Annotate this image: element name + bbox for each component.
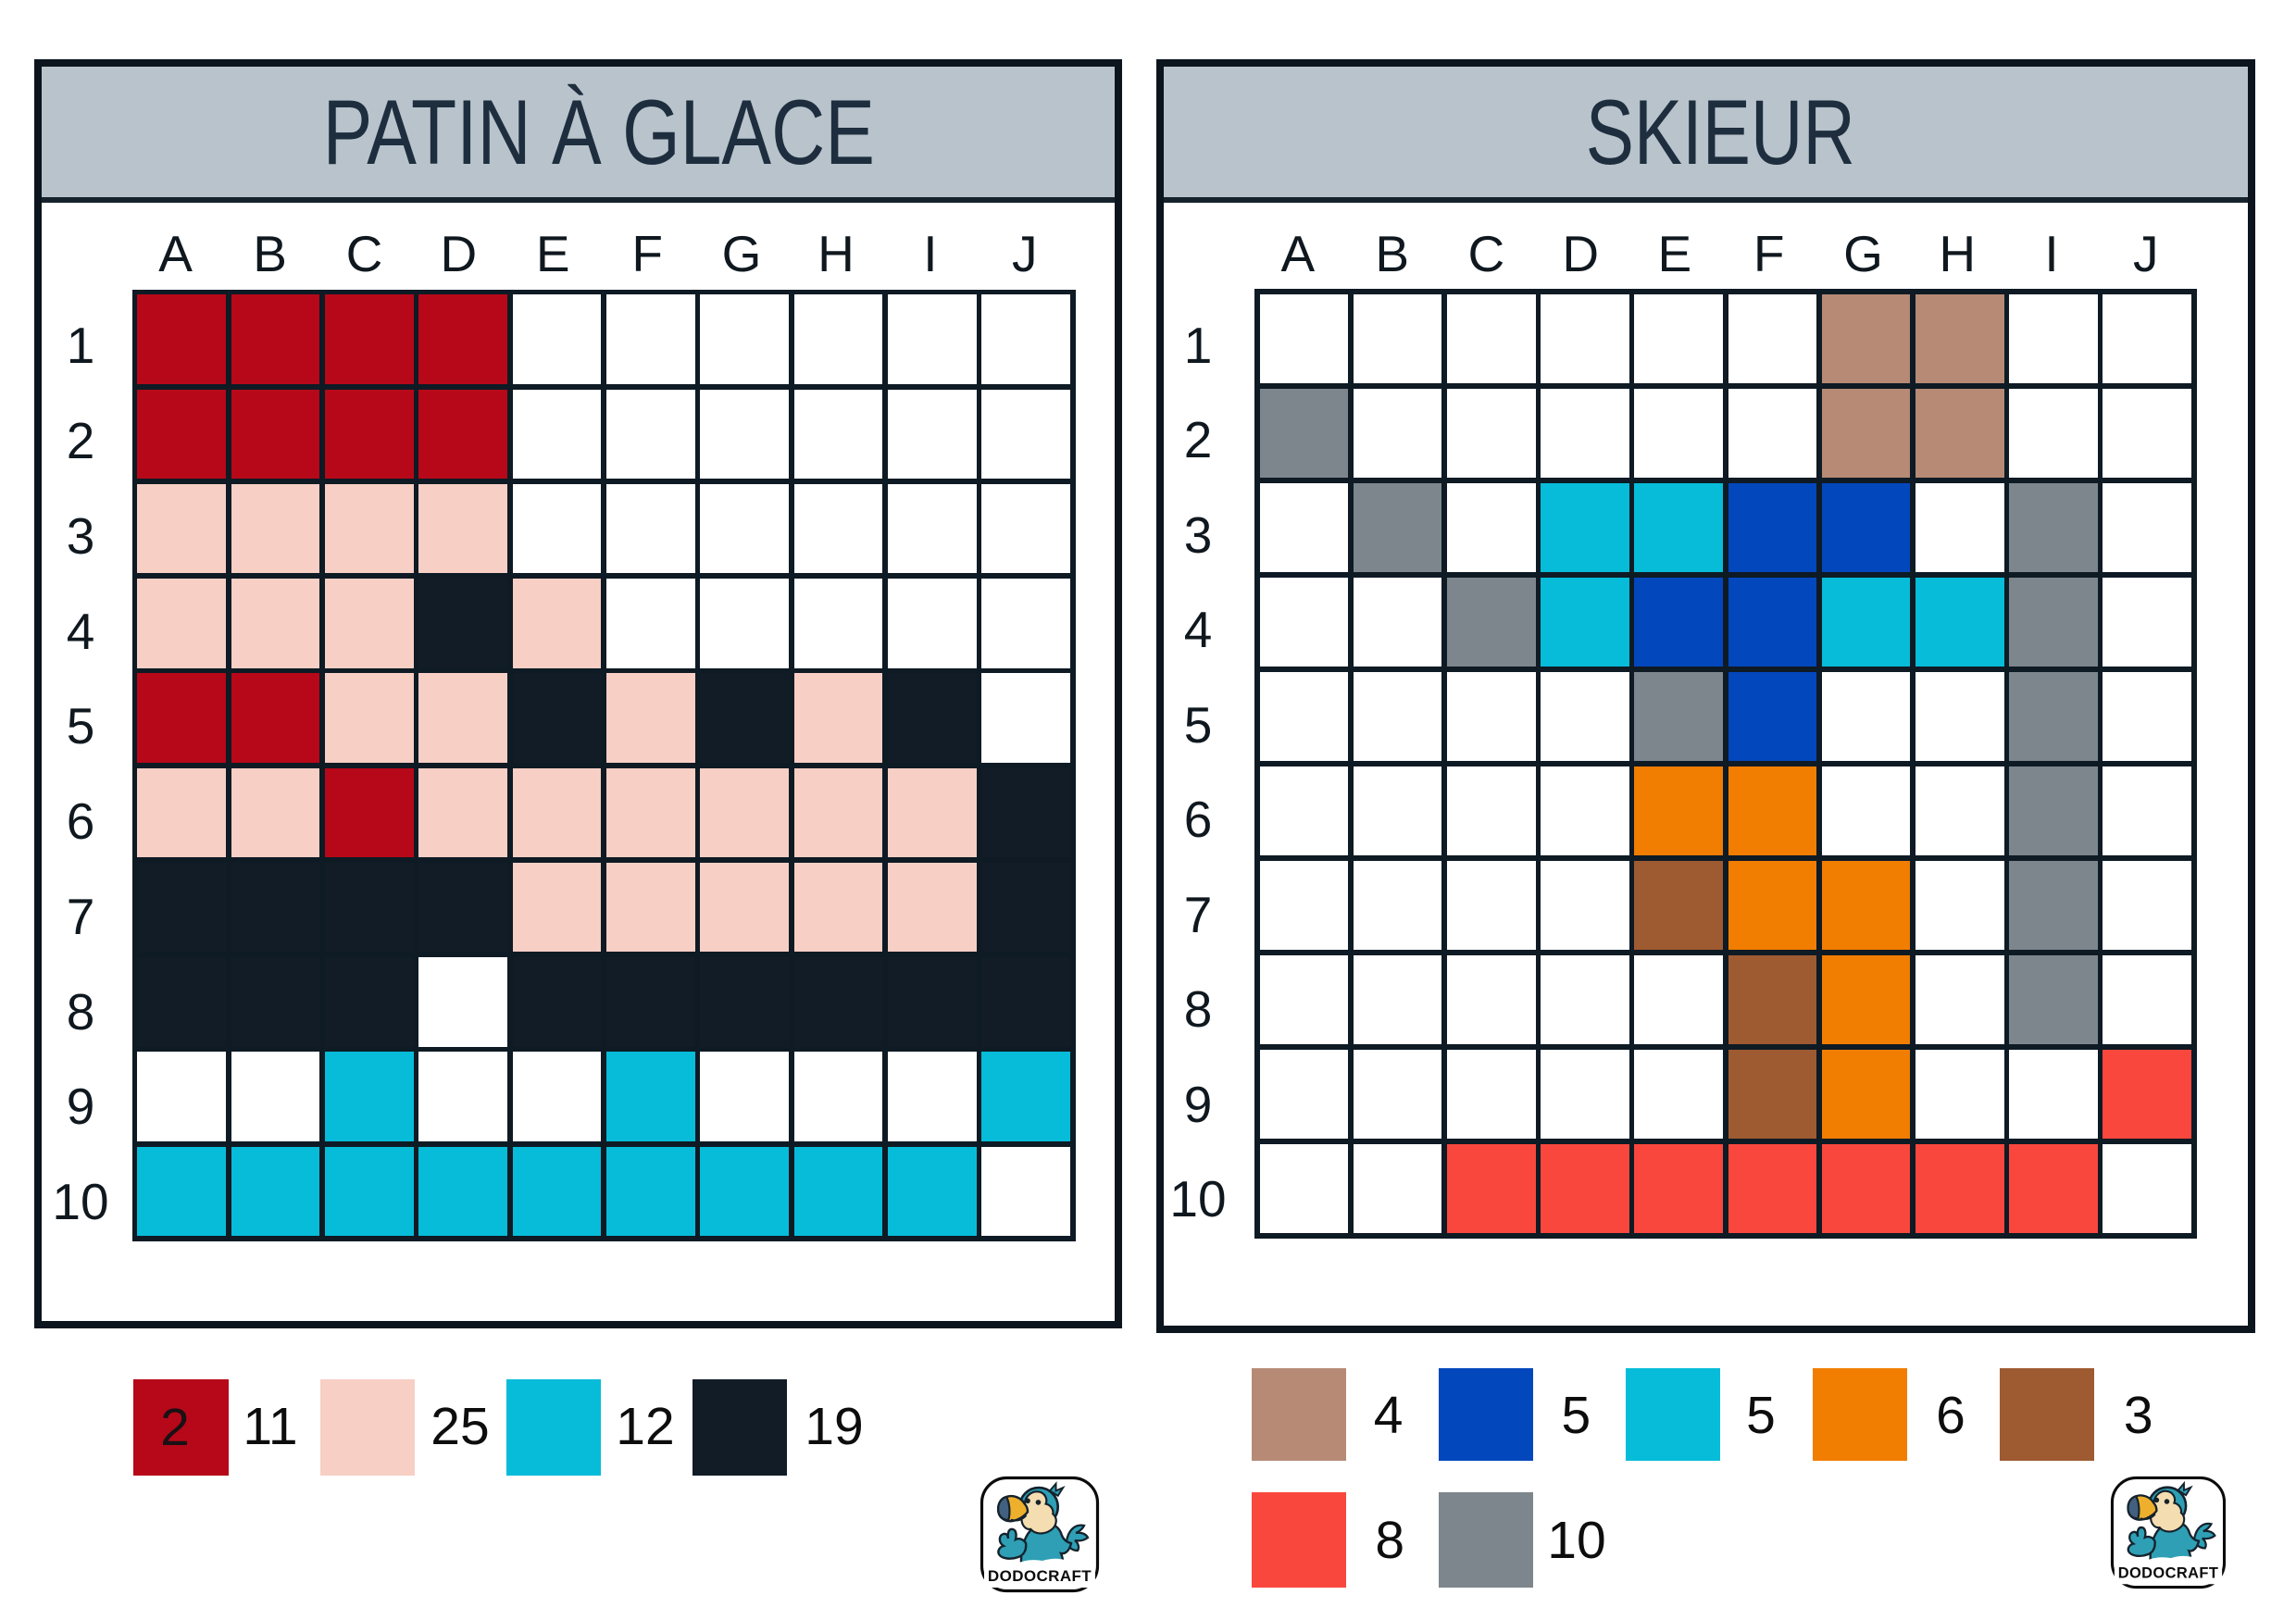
svg-text:DODOCRAFT: DODOCRAFT (2118, 1564, 2219, 1581)
svg-text:DODOCRAFT: DODOCRAFT (988, 1567, 1092, 1585)
